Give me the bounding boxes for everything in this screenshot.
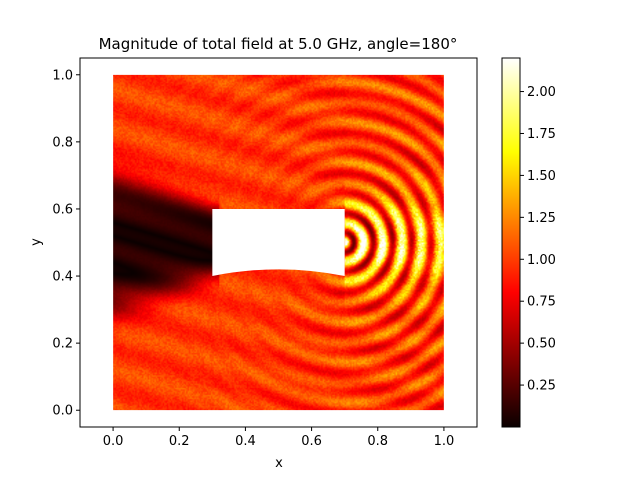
x-tick-label: 1.0	[434, 434, 455, 449]
colorbar-tick-label: 0.25	[527, 379, 556, 394]
colorbar: 0.25 0.50 0.75 1.00 1.25 1.50 1.75 2.00	[501, 57, 556, 428]
colorbar-tick-label: 1.00	[527, 253, 556, 268]
x-tick-label: 0.2	[169, 434, 190, 449]
colorbar-tick-label: 2.00	[527, 85, 556, 100]
x-tick-label: 0.8	[367, 434, 388, 449]
y-tick-label: 0.0	[52, 404, 73, 419]
x-tick-label: 0.6	[301, 434, 322, 449]
x-axis: 0.0 0.2 0.4 0.6 0.8 1.0	[103, 427, 455, 449]
x-axis-label: x	[275, 456, 283, 471]
colorbar-tick-label: 1.50	[527, 169, 556, 184]
y-tick-label: 0.6	[52, 202, 73, 217]
chart-title: Magnitude of total field at 5.0 GHz, ang…	[99, 35, 458, 53]
colorbar-ticks: 0.25 0.50 0.75 1.00 1.25 1.50 1.75 2.00	[520, 85, 556, 394]
x-tick-label: 0.4	[235, 434, 256, 449]
y-tick-label: 0.4	[52, 270, 73, 285]
colorbar-tick-label: 0.50	[527, 337, 556, 352]
colorbar-tick-label: 1.75	[527, 127, 556, 142]
plot-area	[79, 57, 478, 428]
colorbar-tick-label: 1.25	[527, 211, 556, 226]
y-axis-label: y	[29, 238, 44, 246]
colorbar-tick-label: 0.75	[527, 295, 556, 310]
obstacle-shape	[212, 208, 345, 277]
colorbar-gradient	[501, 57, 521, 428]
y-axis: 0.0 0.2 0.4 0.6 0.8 1.0	[52, 68, 80, 419]
x-tick-label: 0.0	[103, 434, 124, 449]
axes-frame	[79, 57, 478, 428]
y-tick-label: 1.0	[52, 68, 73, 83]
y-tick-label: 0.2	[52, 337, 73, 352]
y-tick-label: 0.8	[52, 135, 73, 150]
